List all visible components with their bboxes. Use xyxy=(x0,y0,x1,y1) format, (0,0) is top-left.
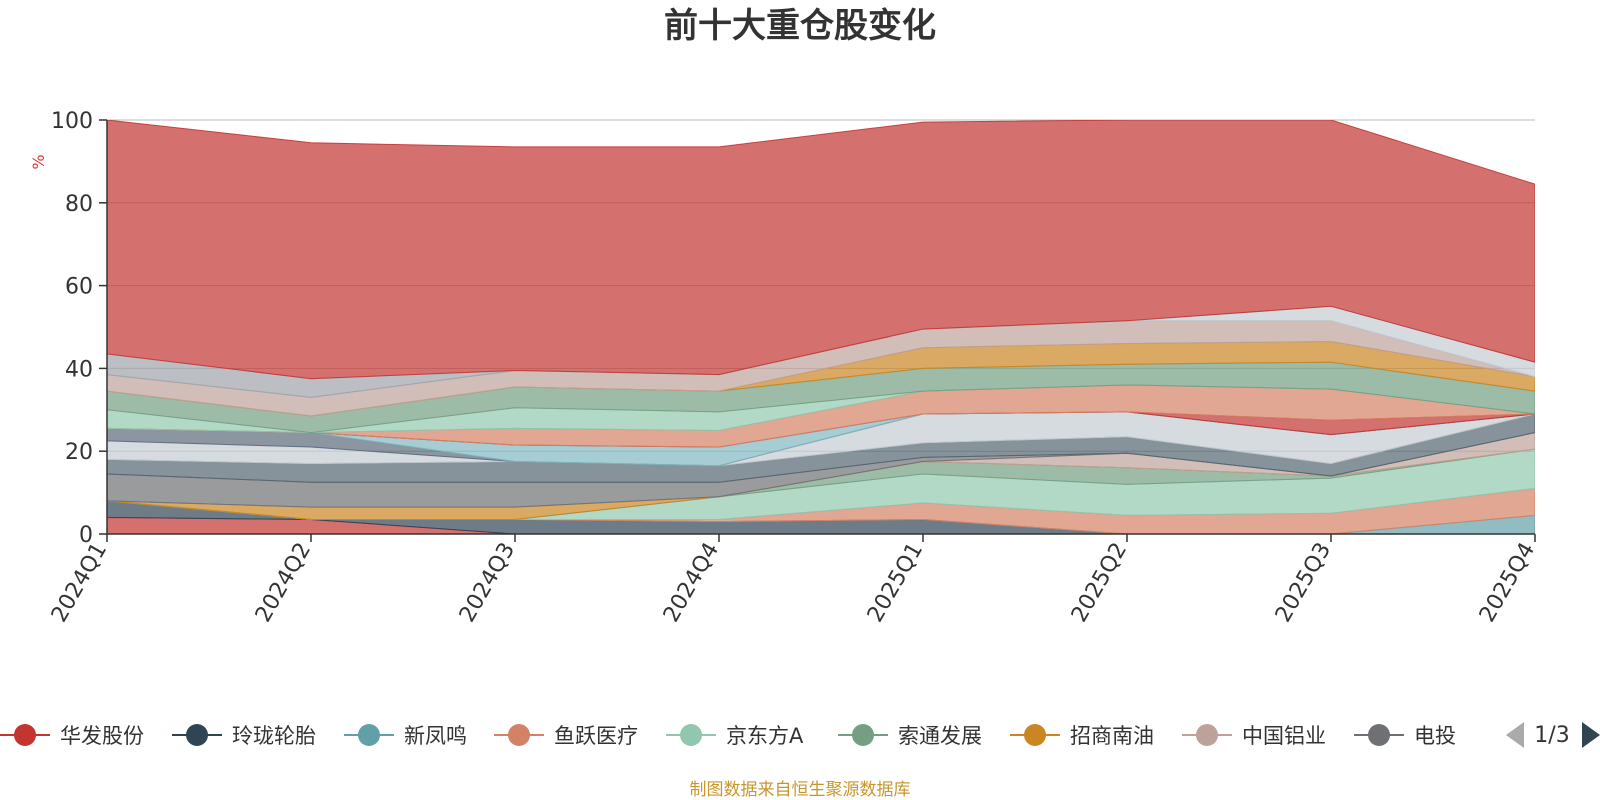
circle-marker-icon xyxy=(680,724,702,746)
circle-marker-icon xyxy=(1196,724,1218,746)
legend-pager: 1/3 xyxy=(1506,722,1600,748)
y-tick-label: 100 xyxy=(51,109,93,134)
legend-item[interactable]: 京东方A xyxy=(666,724,804,748)
data-source-footer: 制图数据来自恒生聚源数据库 xyxy=(690,780,911,800)
circle-marker-icon xyxy=(358,724,380,746)
area-series-group xyxy=(107,120,1535,534)
circle-marker-icon xyxy=(1368,724,1390,746)
legend-item[interactable]: 中国铝业 xyxy=(1182,724,1326,748)
legend-page-indicator: 1/3 xyxy=(1534,723,1569,748)
legend-item[interactable]: 新凤鸣 xyxy=(344,724,467,748)
x-tick-label: 2025Q3 xyxy=(1271,539,1336,627)
x-tick-label: 2025Q2 xyxy=(1067,539,1132,627)
y-tick-label: 40 xyxy=(65,357,93,382)
y-tick-label: 0 xyxy=(79,523,93,548)
legend-item[interactable]: 招商南油 xyxy=(1010,724,1154,748)
circle-marker-icon xyxy=(14,724,36,746)
legend-item[interactable]: 电投 xyxy=(1354,724,1456,748)
legend-label: 中国铝业 xyxy=(1242,724,1326,748)
legend-label: 鱼跃医疗 xyxy=(554,724,638,748)
x-tick-label: 2025Q1 xyxy=(863,539,928,627)
legend-label: 招商南油 xyxy=(1070,724,1154,748)
x-tick-label: 2024Q2 xyxy=(251,539,316,627)
y-tick-label: 60 xyxy=(65,275,93,300)
circle-marker-icon xyxy=(1024,724,1046,746)
legend-item[interactable]: 玲珑轮胎 xyxy=(172,724,316,748)
legend-label: 玲珑轮胎 xyxy=(232,724,316,748)
y-axis-label: % xyxy=(29,154,48,169)
x-axis-ticks: 2024Q1 2024Q2 2024Q3 2024Q4 2025Q1 2025Q2 2025… xyxy=(47,534,1540,627)
legend: 华发股份 玲珑轮胎 新凤鸣 鱼跃医疗 京东方A 索通发展 招商南油 中国铝业 电投 xyxy=(0,724,1456,748)
triangle-right-icon[interactable] xyxy=(1582,722,1600,748)
legend-label: 华发股份 xyxy=(60,724,144,748)
area-series-21 xyxy=(107,120,1535,380)
x-tick-label: 2024Q1 xyxy=(47,539,112,627)
legend-label: 电投 xyxy=(1414,724,1456,748)
y-tick-label: 80 xyxy=(65,192,93,217)
x-tick-label: 2024Q4 xyxy=(659,539,724,627)
chart-title: 前十大重仓股变化 xyxy=(664,6,936,46)
legend-label: 新凤鸣 xyxy=(404,724,467,748)
y-axis-ticks: 0 20 40 60 80 100 xyxy=(51,109,107,548)
circle-marker-icon xyxy=(508,724,530,746)
x-tick-label: 2025Q4 xyxy=(1475,539,1540,627)
legend-item[interactable]: 华发股份 xyxy=(0,724,144,748)
legend-item[interactable]: 索通发展 xyxy=(838,724,982,748)
x-tick-label: 2024Q3 xyxy=(455,539,520,627)
triangle-left-icon[interactable] xyxy=(1506,722,1524,748)
legend-label: 京东方A xyxy=(726,724,804,748)
y-tick-label: 20 xyxy=(65,440,93,465)
circle-marker-icon xyxy=(852,724,874,746)
circle-marker-icon xyxy=(186,724,208,746)
legend-item[interactable]: 鱼跃医疗 xyxy=(494,724,638,748)
legend-label: 索通发展 xyxy=(898,724,982,748)
